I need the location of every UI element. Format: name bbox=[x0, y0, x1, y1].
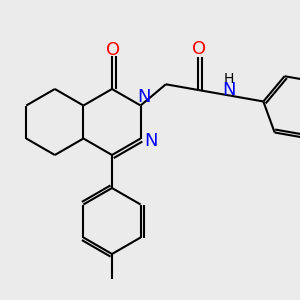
Text: O: O bbox=[106, 41, 120, 59]
Text: N: N bbox=[222, 81, 236, 99]
Text: O: O bbox=[192, 40, 206, 58]
Text: H: H bbox=[224, 72, 234, 86]
Text: N: N bbox=[144, 131, 157, 149]
Text: Cl: Cl bbox=[299, 118, 300, 136]
Text: N: N bbox=[137, 88, 150, 106]
